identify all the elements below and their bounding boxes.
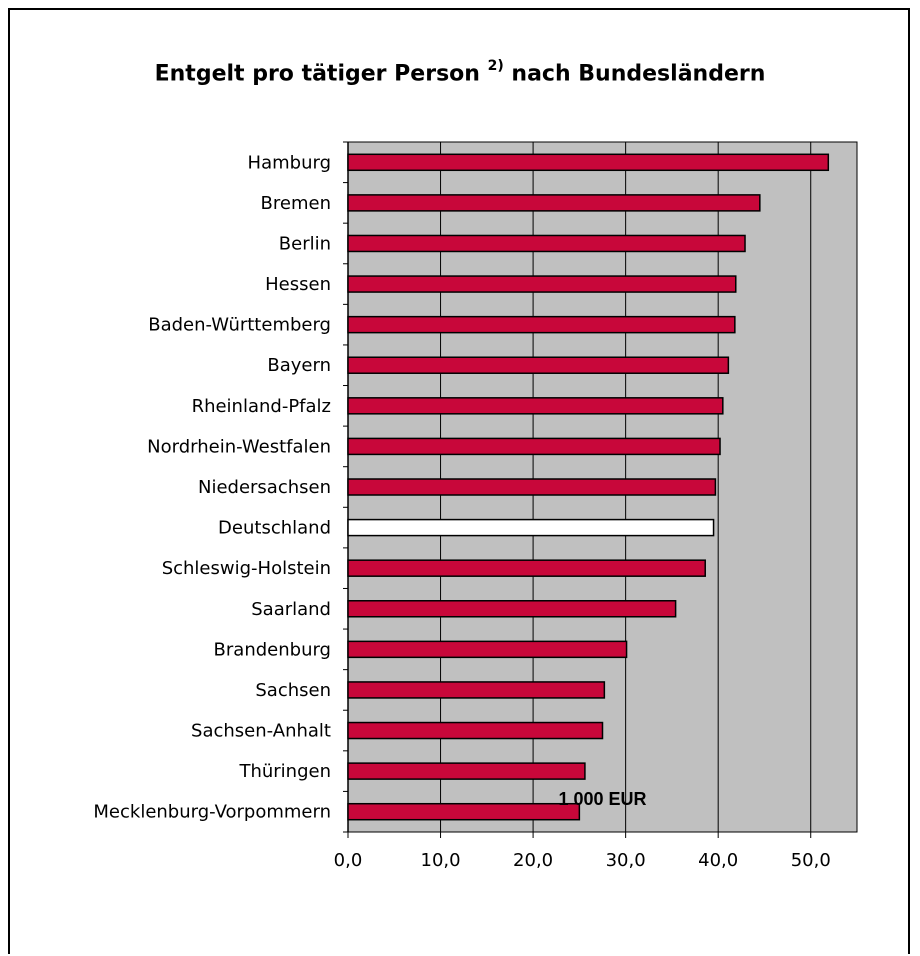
category-label-1: Bremen	[261, 193, 331, 214]
category-label-13: Sachsen	[255, 680, 331, 701]
category-label-2: Berlin	[279, 233, 331, 254]
bar-13	[347, 681, 606, 699]
category-label-10: Schleswig-Holstein	[162, 558, 331, 579]
bar-12	[347, 640, 628, 659]
bar-1	[347, 194, 761, 212]
bar-5	[347, 356, 730, 374]
x-tick-label-5: 50,0	[791, 850, 831, 871]
bar-4	[347, 315, 736, 334]
category-label-15: Thüringen	[238, 761, 331, 782]
category-label-5: Bayern	[267, 355, 331, 376]
category-label-6: Rheinland-Pfalz	[192, 396, 331, 417]
bar-16	[347, 802, 581, 821]
bar-0	[347, 153, 830, 172]
bar-2	[347, 234, 746, 253]
category-label-4: Baden-Württemberg	[148, 315, 331, 336]
x-tick-label-3: 30,0	[606, 850, 646, 871]
x-axis-title: 1 000 EUR	[558, 789, 647, 809]
bar-9	[347, 518, 715, 537]
category-label-0: Hamburg	[248, 152, 331, 173]
chart-title-suffix: nach Bundesländern	[511, 61, 766, 87]
x-tick-label-2: 20,0	[513, 850, 553, 871]
bar-11	[347, 600, 677, 618]
bar-14	[347, 721, 604, 740]
category-label-14: Sachsen-Anhalt	[191, 721, 331, 742]
bar-8	[347, 478, 717, 496]
x-tick-label-1: 10,0	[421, 850, 461, 871]
bar-7	[347, 437, 721, 456]
category-label-7: Nordrhein-Westfalen	[147, 436, 331, 457]
bar-10	[347, 559, 706, 577]
category-label-8: Niedersachsen	[198, 477, 331, 498]
bar-15	[347, 762, 586, 780]
chart-title-main: Entgelt pro tätiger Person	[154, 61, 480, 87]
category-label-16: Mecklenburg-Vorpommern	[93, 802, 331, 823]
x-tick-label-0: 0,0	[334, 850, 363, 871]
chart-title-footnote: 2)	[487, 58, 504, 74]
category-label-11: Saarland	[251, 599, 331, 620]
chart-title: Entgelt pro tätiger Person 2) nach Bunde…	[0, 58, 920, 87]
x-tick-label-4: 40,0	[698, 850, 738, 871]
bar-3	[347, 275, 737, 293]
category-label-12: Brandenburg	[214, 639, 331, 660]
category-label-3: Hessen	[265, 274, 331, 295]
bar-6	[347, 397, 724, 415]
category-label-9: Deutschland	[218, 518, 331, 539]
